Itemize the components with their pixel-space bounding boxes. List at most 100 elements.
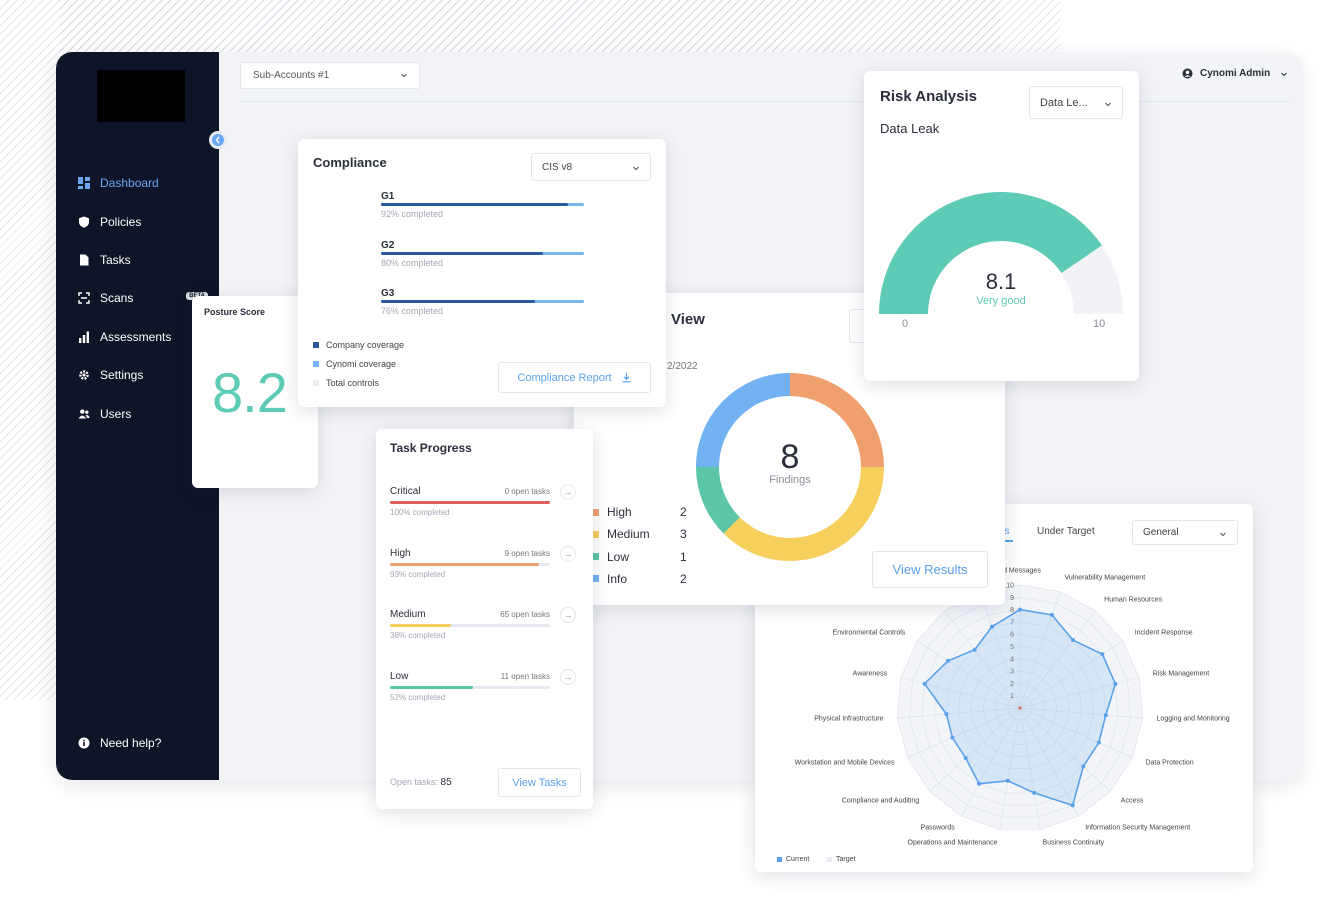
user-menu[interactable]: Cynomi Admin	[1182, 68, 1288, 79]
sidebar-item-users[interactable]: Users	[78, 394, 208, 432]
task-progress-fill	[390, 562, 539, 566]
radar-category-label: Logging and Monitoring	[1156, 715, 1230, 723]
compliance-report-button[interactable]: Compliance Report	[498, 362, 651, 393]
posture-score-title: Posture Score	[204, 307, 266, 317]
shield-icon	[78, 216, 90, 228]
tab-under-target[interactable]: Under Target	[1037, 526, 1095, 537]
framework-value: CIS v8	[542, 161, 573, 173]
radar-legend-target: Target	[827, 856, 855, 863]
compliance-bar-track	[381, 251, 584, 255]
task-row-arrow-button[interactable]: →	[560, 484, 576, 500]
radar-spoke	[1019, 707, 1143, 719]
sidebar-item-assessments[interactable]: Assessments	[78, 318, 208, 356]
radar-spoke	[1019, 591, 1061, 709]
compliance-framework-select[interactable]: CIS v8	[531, 153, 651, 181]
company-coverage-bar	[381, 251, 544, 255]
radar-grid-ring	[1007, 695, 1033, 721]
radar-tick-label: 6	[1010, 632, 1014, 639]
risk-subtitle: Data Leak	[880, 121, 940, 136]
radar-point-current	[1081, 764, 1086, 769]
radar-grid-ring	[909, 596, 1131, 818]
posture-score-value: 8.2	[212, 361, 288, 424]
task-progress-title: Task Progress	[390, 441, 472, 455]
risk-type-select[interactable]: Data Le...	[1029, 86, 1123, 119]
task-progress-card: Task Progress Critical 0 open tasks 100% c…	[376, 429, 593, 809]
need-help-link[interactable]: Need help?	[78, 736, 161, 750]
radar-point-current	[1005, 778, 1010, 783]
view-results-button[interactable]: View Results	[872, 551, 988, 588]
findings-legend-count: 3	[680, 527, 687, 542]
sidebar-item-settings[interactable]: Settings	[78, 356, 208, 394]
radar-point-current	[922, 681, 927, 686]
radar-point-current	[1032, 790, 1037, 795]
radar-tick-label: 5	[1010, 644, 1014, 651]
radar-point-current	[1070, 638, 1075, 643]
sidebar-item-tasks[interactable]: Tasks	[78, 241, 208, 279]
user-icon	[1182, 68, 1193, 79]
task-open-count: 65 open tasks	[500, 610, 550, 619]
radar-category-label: Physical Infrastructure	[814, 715, 884, 723]
task-row-arrow-button[interactable]: →	[560, 607, 576, 623]
collapse-sidebar-button[interactable]	[209, 131, 227, 149]
findings-legend-label: Low	[607, 549, 630, 564]
group-status: 92% completed	[381, 209, 444, 219]
radar-spoke	[897, 707, 1021, 719]
sidebar-item-dashboard[interactable]: Dashboard	[78, 164, 208, 202]
legend-swatch	[313, 361, 319, 367]
view-tasks-button[interactable]: View Tasks	[498, 768, 581, 797]
sidebar-item-policies[interactable]: Policies	[78, 202, 208, 240]
compliance-report-label: Compliance Report	[517, 371, 612, 384]
sidebar-item-label: Assessments	[100, 329, 172, 344]
radar-category-select[interactable]: General	[1132, 520, 1238, 545]
radar-category-value: General	[1143, 527, 1179, 538]
task-row-arrow-button[interactable]: →	[560, 668, 576, 685]
radar-category-label: Awareness	[852, 670, 888, 678]
radar-point-current	[1100, 652, 1105, 657]
findings-legend-count: 2	[680, 571, 687, 586]
task-progress-track	[390, 562, 550, 566]
findings-donut-chart	[696, 373, 884, 561]
radar-grid-ring	[958, 646, 1082, 770]
radar-point-current	[1070, 803, 1075, 808]
radar-center-dot	[1018, 706, 1022, 710]
legend-total-controls: Total controls	[313, 378, 379, 388]
radar-spoke	[1019, 707, 1041, 830]
gear-icon	[78, 369, 90, 381]
legend-swatch	[592, 575, 599, 583]
sidebar-item-label: Tasks	[100, 252, 131, 267]
radar-spoke	[1019, 707, 1111, 792]
info-icon	[78, 737, 90, 749]
radar-category-label: Data Protection	[1145, 759, 1194, 767]
users-icon	[78, 408, 90, 420]
legend-label: Total controls	[326, 378, 380, 388]
radar-point-current	[1018, 607, 1022, 612]
sub-account-value: Sub-Accounts #1	[253, 70, 330, 81]
radar-category-label: Passwords	[920, 824, 955, 832]
group-name: G2	[381, 239, 395, 251]
legend-swatch	[313, 380, 319, 386]
legend-swatch	[592, 508, 599, 516]
radar-spoke	[961, 707, 1021, 817]
radar-category-label: Vulnerability Management	[1064, 574, 1146, 582]
task-open-count: 0 open tasks	[504, 487, 550, 496]
dashboard-icon	[78, 177, 90, 190]
sidebar-item-scans[interactable]: ScansBETA	[78, 279, 208, 317]
donut-slice-low	[696, 467, 740, 534]
radar-point-current	[963, 755, 968, 760]
task-progress-fill	[390, 685, 474, 689]
document-icon	[78, 254, 90, 266]
open-tasks-summary: Open tasks: 85	[390, 777, 452, 788]
legend-current-label: Current	[786, 856, 810, 863]
task-progress-track	[390, 624, 550, 627]
risk-title: Risk Analysis	[880, 88, 977, 105]
radar-grid-ring	[995, 683, 1045, 733]
sub-account-select[interactable]: Sub-Accounts #1	[240, 62, 420, 89]
radar-category-label: Human Resources	[1104, 596, 1163, 604]
legend-company-coverage: Company coverage	[313, 340, 404, 350]
donut-slice-info	[696, 373, 790, 467]
sidebar-item-label: Policies	[100, 214, 142, 229]
task-row-arrow-button[interactable]: →	[560, 545, 576, 562]
company-coverage-bar	[381, 203, 568, 206]
radar-spoke	[900, 677, 1021, 709]
